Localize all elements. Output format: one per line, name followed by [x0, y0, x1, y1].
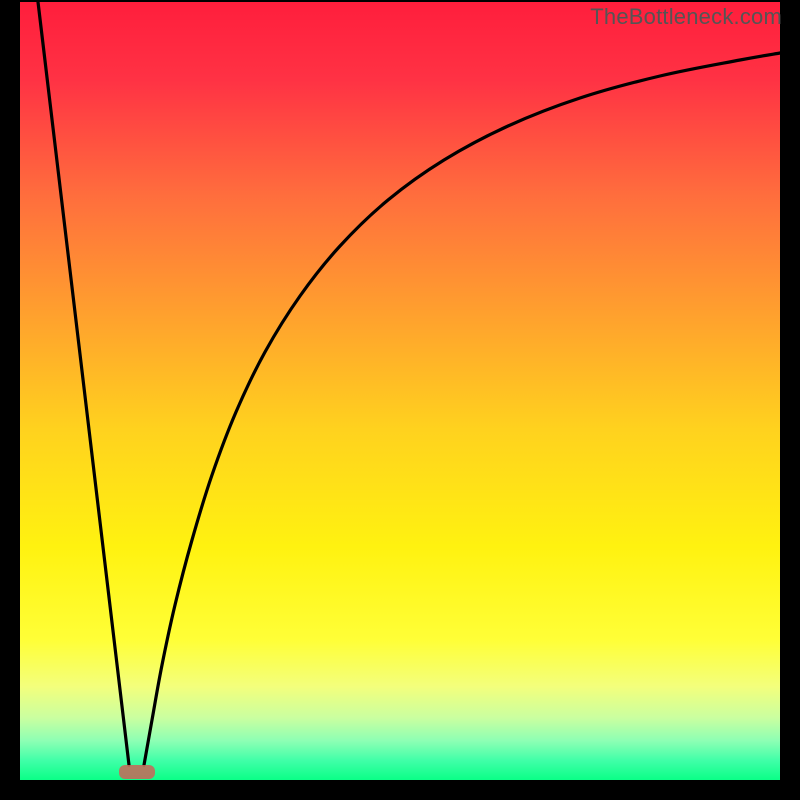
border-bottom	[0, 780, 800, 800]
border-right	[780, 0, 800, 800]
border-left	[0, 0, 20, 800]
border-top	[0, 0, 800, 2]
plot-background	[20, 2, 780, 780]
bottleneck-chart	[0, 0, 800, 800]
watermark-text: TheBottleneck.com	[590, 4, 782, 30]
optimal-point-marker	[119, 765, 155, 779]
chart-container: TheBottleneck.com	[0, 0, 800, 800]
